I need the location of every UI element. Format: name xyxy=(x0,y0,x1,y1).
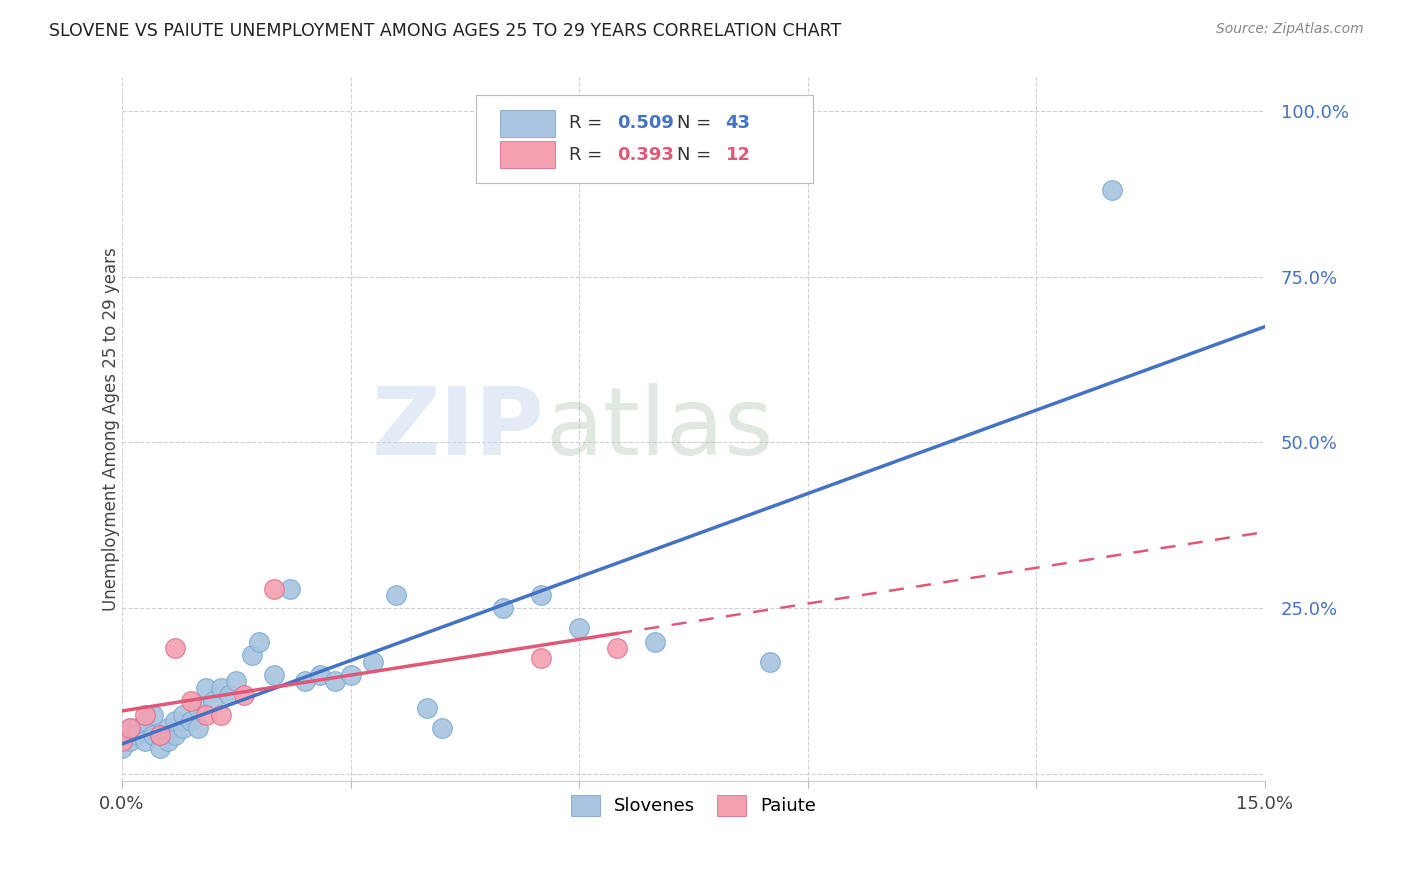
Point xyxy=(218,688,240,702)
Point xyxy=(385,588,408,602)
Point xyxy=(134,714,156,729)
Point xyxy=(111,740,134,755)
Point xyxy=(247,634,270,648)
Y-axis label: Unemployment Among Ages 25 to 29 years: Unemployment Among Ages 25 to 29 years xyxy=(103,247,120,611)
Bar xyxy=(501,110,555,136)
Point xyxy=(180,694,202,708)
Point xyxy=(278,582,301,596)
Point xyxy=(165,714,187,729)
Point xyxy=(127,721,149,735)
Point xyxy=(530,651,553,665)
Text: Source: ZipAtlas.com: Source: ZipAtlas.com xyxy=(1216,22,1364,37)
Text: ZIP: ZIP xyxy=(373,384,546,475)
Point xyxy=(156,734,179,748)
Point xyxy=(134,734,156,748)
Text: 43: 43 xyxy=(725,114,751,132)
Point xyxy=(530,588,553,602)
Point xyxy=(492,601,515,615)
Point xyxy=(233,688,256,702)
Point xyxy=(149,740,172,755)
Point xyxy=(240,648,263,662)
Point xyxy=(209,681,232,695)
Text: 0.393: 0.393 xyxy=(617,145,673,164)
Point xyxy=(194,681,217,695)
Point xyxy=(325,674,347,689)
Point xyxy=(194,707,217,722)
Point xyxy=(149,727,172,741)
Point xyxy=(263,582,285,596)
Point xyxy=(225,674,247,689)
Point xyxy=(209,707,232,722)
Point xyxy=(180,714,202,729)
Point xyxy=(165,641,187,656)
Point xyxy=(172,721,194,735)
Point xyxy=(202,694,225,708)
Legend: Slovenes, Paiute: Slovenes, Paiute xyxy=(562,786,825,825)
Text: SLOVENE VS PAIUTE UNEMPLOYMENT AMONG AGES 25 TO 29 YEARS CORRELATION CHART: SLOVENE VS PAIUTE UNEMPLOYMENT AMONG AGE… xyxy=(49,22,841,40)
Text: N =: N = xyxy=(678,145,717,164)
Point xyxy=(294,674,316,689)
Text: atlas: atlas xyxy=(546,384,773,475)
Point xyxy=(758,655,780,669)
Point xyxy=(606,641,628,656)
Point xyxy=(172,707,194,722)
Point xyxy=(339,667,361,681)
Point xyxy=(416,701,439,715)
Point xyxy=(118,734,141,748)
Point xyxy=(156,721,179,735)
Point xyxy=(141,707,163,722)
Point xyxy=(165,727,187,741)
Point xyxy=(118,721,141,735)
Text: 0.509: 0.509 xyxy=(617,114,673,132)
Point xyxy=(141,727,163,741)
Text: 12: 12 xyxy=(725,145,751,164)
Text: N =: N = xyxy=(678,114,717,132)
Point xyxy=(111,734,134,748)
Point xyxy=(149,727,172,741)
FancyBboxPatch shape xyxy=(477,95,814,183)
Point xyxy=(309,667,332,681)
Point xyxy=(127,727,149,741)
Point xyxy=(430,721,453,735)
Point xyxy=(644,634,666,648)
Bar xyxy=(501,142,555,169)
Point xyxy=(134,707,156,722)
Text: R =: R = xyxy=(569,145,607,164)
Point xyxy=(187,721,209,735)
Text: R =: R = xyxy=(569,114,607,132)
Point xyxy=(568,621,591,635)
Point xyxy=(118,721,141,735)
Point xyxy=(1101,183,1123,197)
Point xyxy=(363,655,385,669)
Point xyxy=(263,667,285,681)
Point xyxy=(187,701,209,715)
